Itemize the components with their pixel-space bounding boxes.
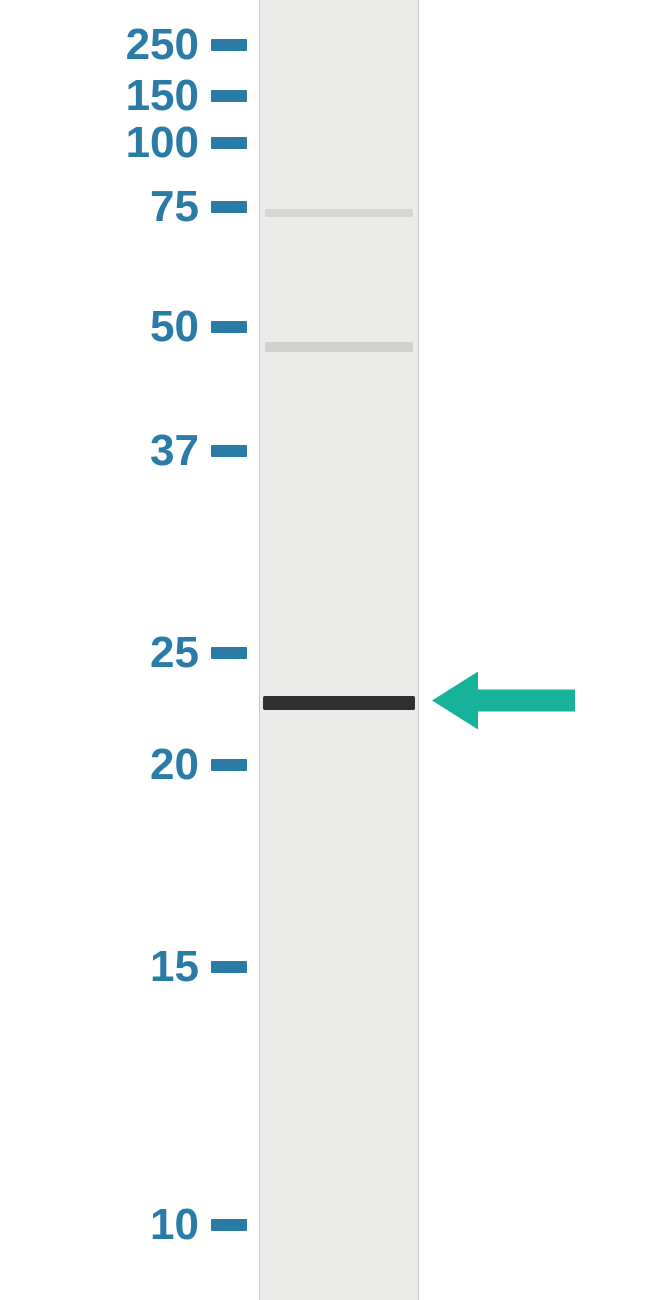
mw-tick — [211, 39, 247, 51]
protein-band — [265, 342, 413, 352]
mw-label: 150 — [126, 74, 199, 118]
blot-canvas: 250 150100 75 50 37 25 20 15 10 — [0, 0, 650, 1300]
mw-tick — [211, 1219, 247, 1231]
mw-label: 75 — [150, 185, 199, 229]
target-band-arrow — [0, 700, 650, 701]
mw-tick — [211, 90, 247, 102]
mw-label: 250 — [126, 23, 199, 67]
mw-label: 20 — [150, 743, 199, 787]
mw-tick — [211, 137, 247, 149]
gel-lane — [259, 0, 419, 1300]
mw-label: 50 — [150, 305, 199, 349]
protein-band — [263, 696, 415, 710]
mw-tick — [211, 201, 247, 213]
mw-label: 10 — [150, 1203, 199, 1247]
mw-label: 15 — [150, 945, 199, 989]
arrow-stem — [475, 689, 575, 711]
arrow-head-icon — [432, 671, 478, 729]
mw-tick — [211, 445, 247, 457]
mw-label: 37 — [150, 429, 199, 473]
mw-label: 25 — [150, 631, 199, 675]
protein-band — [265, 209, 413, 217]
mw-tick — [211, 961, 247, 973]
mw-label: 100 — [126, 121, 199, 165]
mw-tick — [211, 647, 247, 659]
mw-tick — [211, 759, 247, 771]
mw-tick — [211, 321, 247, 333]
